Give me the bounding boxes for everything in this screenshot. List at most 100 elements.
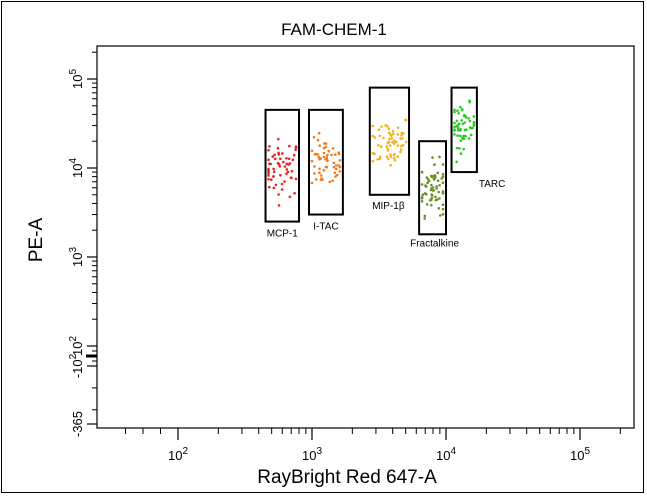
event-dot	[435, 185, 438, 188]
event-dot	[271, 155, 275, 158]
event-dot	[462, 147, 466, 151]
event-dot	[267, 158, 270, 162]
event-dot	[459, 139, 463, 142]
event-dot	[389, 155, 393, 159]
event-dot	[437, 207, 441, 210]
event-dot	[267, 177, 270, 181]
event-dot	[321, 178, 324, 182]
event-dot	[393, 159, 397, 162]
event-dot	[267, 148, 270, 152]
event-dot	[420, 196, 424, 199]
event-dot	[459, 134, 462, 138]
event-dot	[276, 146, 280, 150]
gate-rectangle[interactable]	[368, 86, 411, 196]
event-dot	[439, 214, 442, 217]
event-dot	[313, 165, 316, 168]
event-dot	[426, 178, 430, 181]
event-dot	[426, 181, 429, 185]
event-dot	[463, 121, 467, 124]
event-dot	[292, 153, 296, 157]
event-dot	[280, 182, 284, 186]
event-dot	[436, 179, 440, 182]
event-dot	[285, 162, 289, 166]
event-dot	[396, 144, 400, 147]
gate-rectangle[interactable]	[264, 108, 301, 223]
event-dot	[338, 170, 342, 173]
event-dot	[441, 163, 445, 166]
event-dot	[289, 176, 293, 179]
event-dot	[330, 153, 333, 157]
event-dot	[441, 190, 445, 193]
event-dot	[272, 175, 275, 178]
event-dot	[461, 136, 464, 140]
event-dot	[399, 150, 402, 154]
gate-rectangle[interactable]	[418, 140, 447, 236]
event-dot	[390, 137, 394, 140]
event-dot	[437, 190, 441, 194]
event-dot	[277, 193, 280, 196]
event-dot	[460, 119, 464, 122]
event-dot	[334, 167, 338, 171]
event-dot	[326, 153, 329, 157]
event-dot	[371, 151, 375, 155]
event-dot	[316, 138, 320, 142]
event-dot	[472, 122, 476, 126]
event-dot	[425, 203, 429, 206]
event-dot	[379, 145, 383, 148]
event-dot	[281, 152, 284, 155]
event-dot	[462, 134, 465, 138]
gates: MCP-1 I-TAC MIP-1β Fractalkine TARC	[264, 86, 505, 249]
event-dot	[287, 157, 291, 161]
gate-label: MIP-1β	[372, 201, 405, 212]
gate-rectangle[interactable]	[308, 108, 344, 216]
event-dot	[388, 144, 392, 147]
event-dot	[333, 171, 337, 175]
event-dot	[386, 125, 389, 128]
event-dot	[322, 169, 326, 172]
event-dot	[453, 110, 456, 114]
event-dot	[273, 157, 277, 161]
event-dot	[335, 173, 339, 177]
event-dot	[283, 165, 287, 168]
event-dot	[322, 155, 326, 159]
event-dot	[392, 156, 396, 160]
event-dot	[432, 189, 436, 192]
event-dot	[272, 170, 276, 173]
event-dot	[267, 171, 270, 175]
event-dot	[310, 181, 314, 185]
event-dot	[385, 155, 389, 158]
x-tick-label: 103	[302, 446, 322, 463]
gate-rectangle[interactable]	[450, 86, 478, 174]
x-tick-label: 102	[168, 446, 188, 463]
event-dot	[319, 174, 323, 177]
event-dot	[453, 108, 456, 112]
event-dot	[438, 155, 441, 159]
event-dot	[389, 153, 392, 156]
event-dot	[468, 126, 472, 129]
event-dot	[294, 177, 298, 181]
x-tick-label: 104	[436, 446, 456, 463]
event-dot	[378, 157, 382, 160]
event-dot	[423, 214, 427, 218]
event-dot	[459, 128, 463, 131]
event-dot	[279, 174, 282, 177]
event-dot	[285, 157, 288, 160]
event-dot	[337, 151, 341, 154]
event-dot	[376, 158, 380, 161]
gate-label: Fractalkine	[410, 238, 459, 249]
event-dot	[277, 151, 280, 155]
event-dot	[285, 172, 288, 176]
event-dot	[282, 160, 285, 164]
event-dot	[268, 162, 271, 166]
event-dot	[322, 151, 326, 155]
event-dot	[387, 127, 391, 131]
event-dot	[392, 132, 395, 136]
event-dot	[441, 207, 445, 211]
event-dot	[423, 217, 427, 220]
y-axis-label: PE-A	[26, 218, 47, 263]
event-dot	[395, 140, 398, 144]
event-dot	[294, 145, 298, 148]
event-dot	[279, 157, 282, 161]
event-dot	[388, 137, 391, 141]
